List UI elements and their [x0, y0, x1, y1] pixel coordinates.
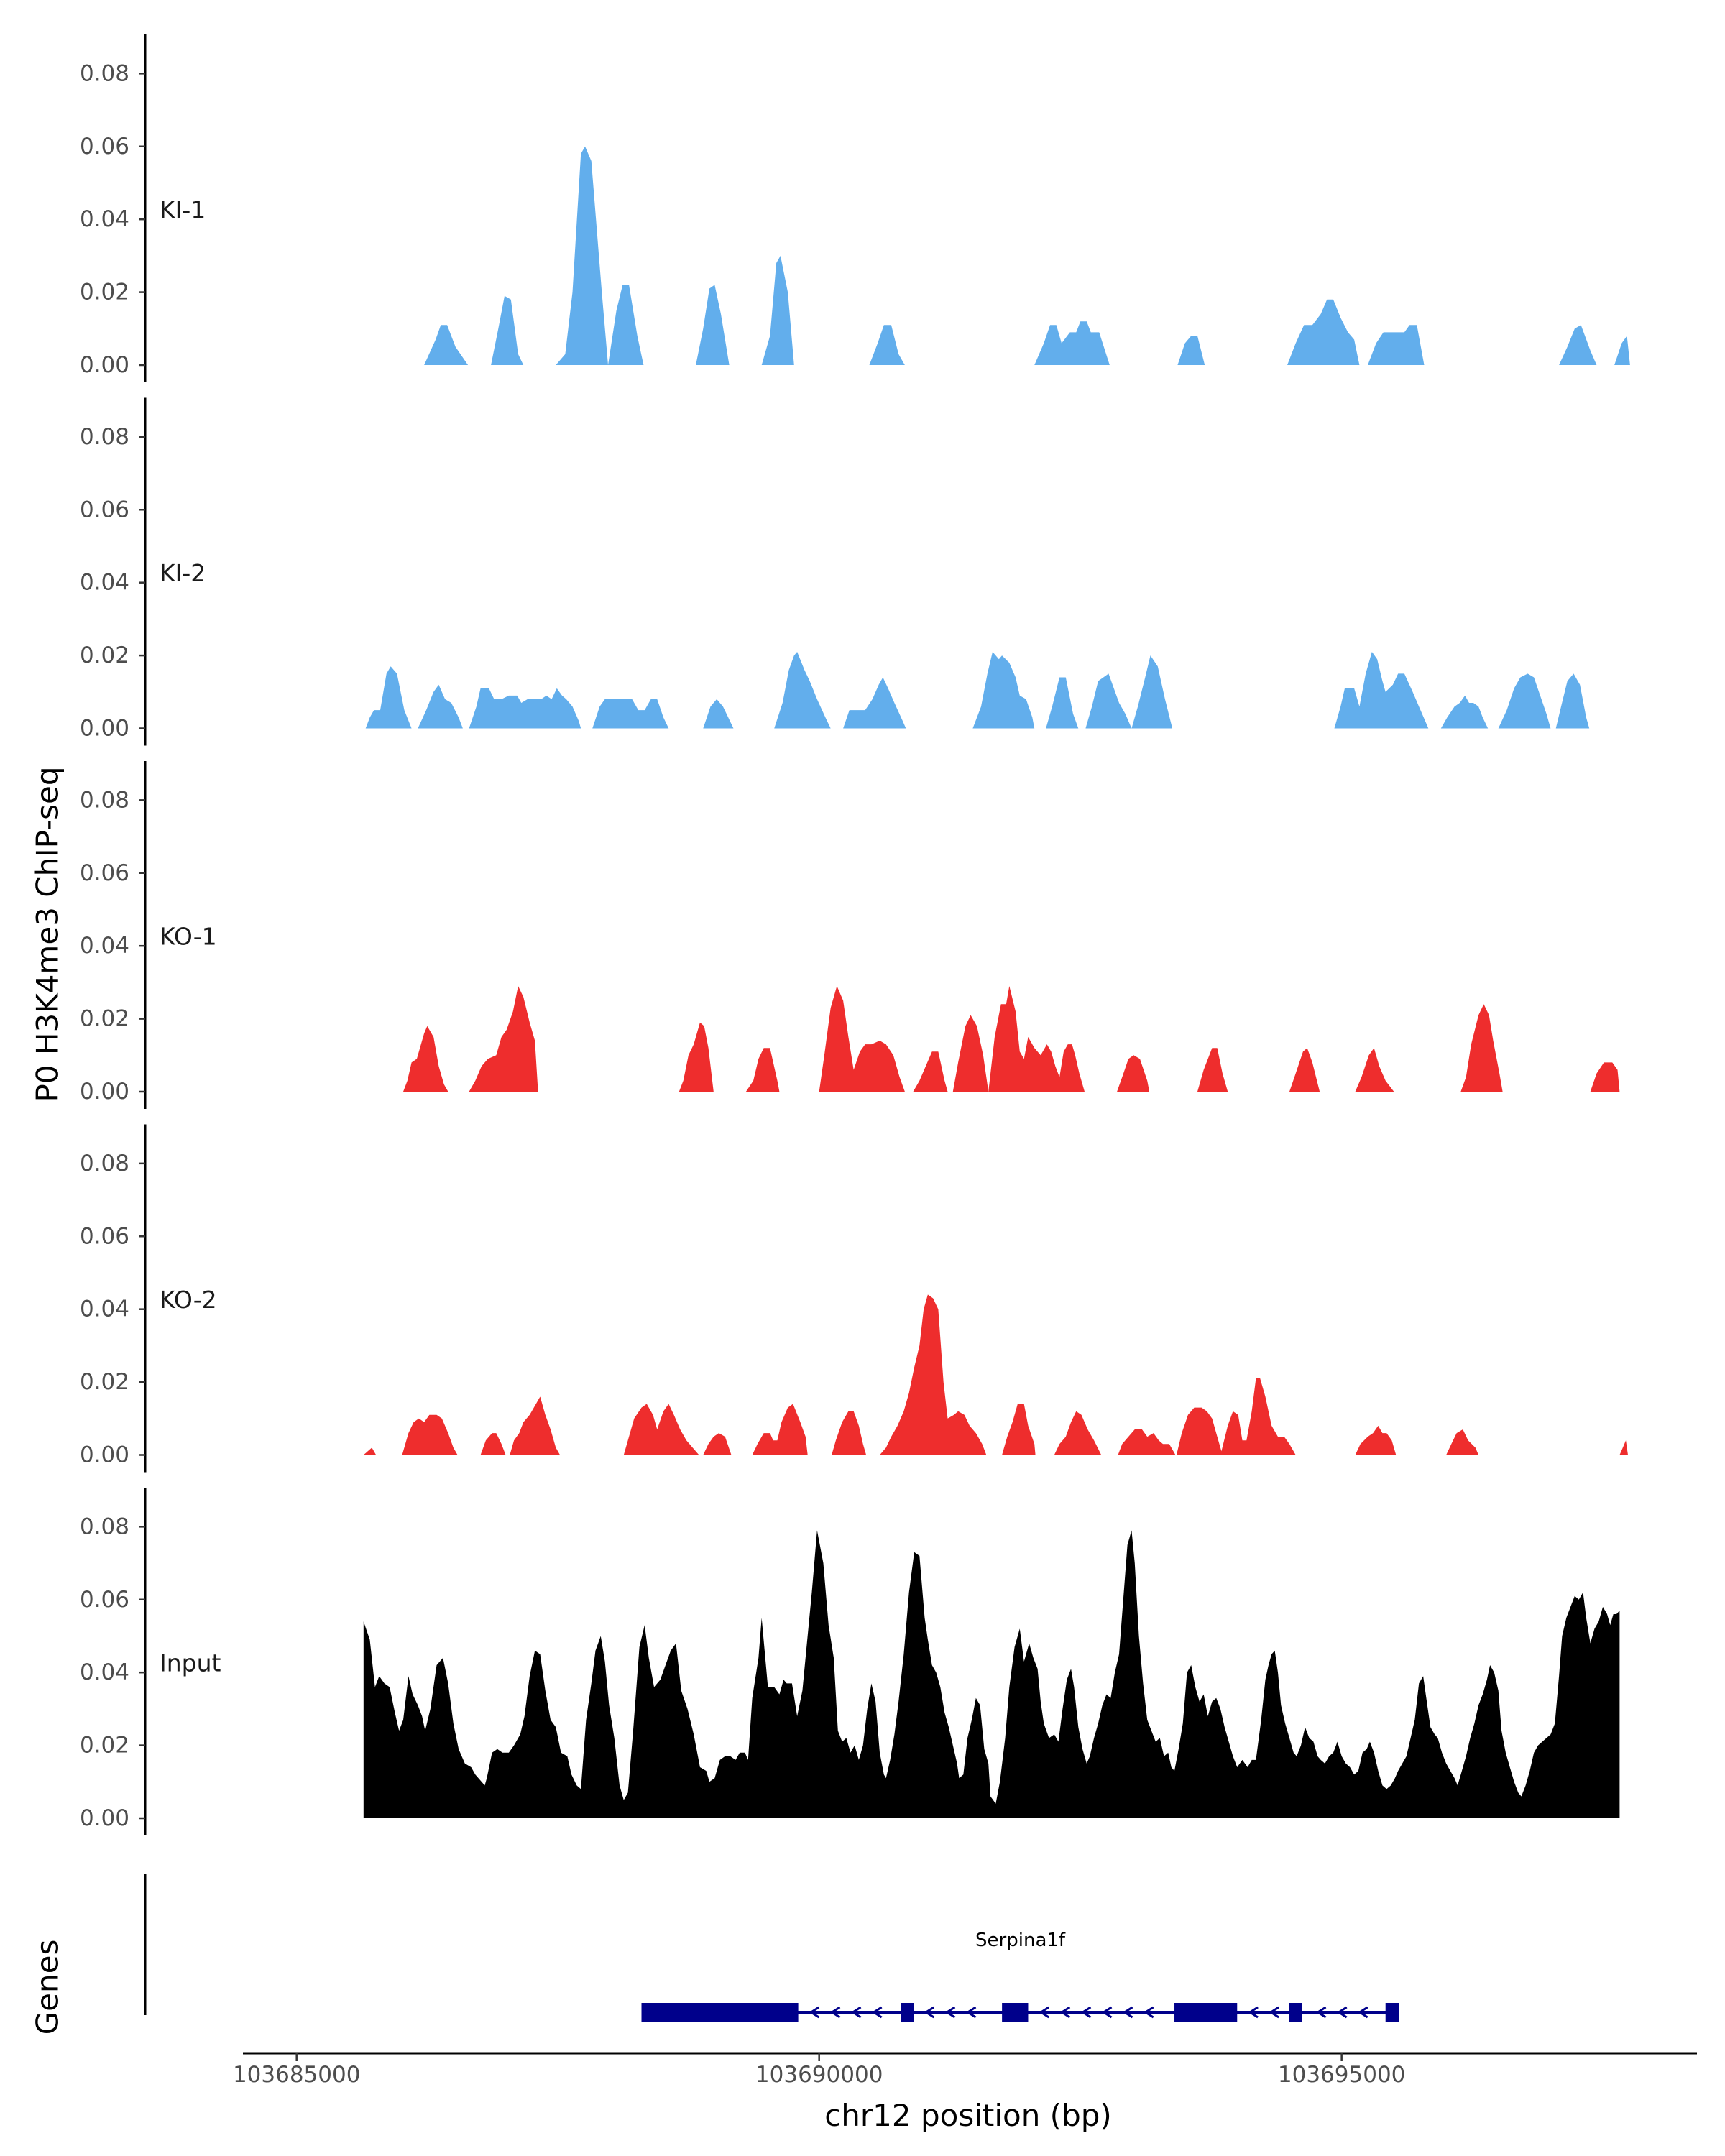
y-tick-label: 0.04	[80, 933, 129, 959]
y-tick-label: 0.06	[80, 1587, 129, 1613]
track-ki-2: 0.00 0.02 0.04 0.06 0.08 KI-2	[80, 397, 1590, 746]
gene-name-label: Serpina1f	[975, 1930, 1066, 1951]
y-tick-label: 0.00	[80, 1442, 129, 1468]
gene-exon	[901, 2003, 914, 2022]
genes-panel-label: Genes	[30, 1940, 65, 2035]
x-tick-label: 103685000	[233, 2062, 361, 2088]
y-tick-label: 0.00	[80, 1805, 129, 1831]
strand-arrow	[1080, 2006, 1092, 2019]
y-tick-label: 0.08	[80, 1151, 129, 1176]
y-tick-label: 0.02	[80, 1733, 129, 1759]
y-tick-label: 0.00	[80, 1079, 129, 1105]
gene-panel: Serpina1f	[144, 1874, 1399, 2022]
y-tick-label: 0.08	[80, 60, 129, 86]
y-tick-label: 0.04	[80, 206, 129, 232]
track-label: KI-2	[160, 559, 206, 587]
strand-arrow	[1122, 2006, 1133, 2019]
y-tick-label: 0.06	[80, 860, 129, 886]
strand-arrow	[1315, 2006, 1327, 2019]
signal-area-ko-2	[363, 1294, 1628, 1455]
strand-arrow	[871, 2006, 883, 2019]
y-tick-label: 0.04	[80, 1296, 129, 1322]
track-ko-1: 0.00 0.02 0.04 0.06 0.08 KO-1	[80, 761, 1620, 1109]
signal-area-ki-2	[365, 652, 1590, 729]
track-label: Input	[160, 1649, 221, 1677]
y-tick-label: 0.04	[80, 570, 129, 596]
y-tick-label: 0.08	[80, 787, 129, 813]
track-input: 0.00 0.02 0.04 0.06 0.08 Input	[80, 1488, 1620, 1835]
strand-arrow	[944, 2006, 956, 2019]
y-tick-label: 0.04	[80, 1659, 129, 1685]
y-tick-label: 0.06	[80, 497, 129, 522]
y-tick-label: 0.02	[80, 1006, 129, 1032]
strand-arrow	[829, 2006, 841, 2019]
strand-arrow	[965, 2006, 977, 2019]
x-tick-label: 103690000	[755, 2062, 883, 2088]
strand-arrow	[1059, 2006, 1071, 2019]
y-tick-label: 0.08	[80, 1514, 129, 1539]
y-tick-label: 0.00	[80, 352, 129, 378]
signal-area-ki-1	[424, 146, 1630, 366]
strand-arrow	[924, 2006, 935, 2019]
y-axis-title: P0 H3K4me3 ChIP-seq	[30, 766, 65, 1102]
y-tick-label: 0.00	[80, 716, 129, 742]
strand-arrow	[809, 2006, 820, 2019]
strand-arrow	[1039, 2006, 1050, 2019]
y-tick-label: 0.06	[80, 1223, 129, 1249]
y-tick-label: 0.02	[80, 1369, 129, 1395]
y-tick-label: 0.08	[80, 424, 129, 450]
signal-area-input	[363, 1530, 1620, 1818]
strand-arrow	[1248, 2006, 1259, 2019]
gene-exon	[1385, 2003, 1399, 2022]
y-tick-label: 0.02	[80, 642, 129, 668]
strand-arrow	[1269, 2006, 1279, 2019]
track-label: KI-1	[160, 196, 206, 224]
track-panels: 0.00 0.02 0.04 0.06 0.08 KI-1 0.00 0.02 0.04 0.06…	[80, 34, 1630, 1835]
track-label: KO-2	[160, 1286, 217, 1314]
signal-area-ko-1	[403, 986, 1620, 1092]
track-ko-2: 0.00 0.02 0.04 0.06 0.08 KO-2	[80, 1124, 1628, 1473]
strand-arrow	[1357, 2006, 1368, 2019]
track-label: KO-1	[160, 923, 217, 951]
strand-arrow	[850, 2006, 862, 2019]
strand-arrow	[1336, 2006, 1348, 2019]
x-axis-title: chr12 position (bp)	[824, 2098, 1112, 2133]
track-ki-1: 0.00 0.02 0.04 0.06 0.08 KI-1	[80, 34, 1630, 382]
gene-exon	[1174, 2003, 1238, 2022]
y-tick-label: 0.06	[80, 134, 129, 160]
strand-arrow	[1143, 2006, 1154, 2019]
x-tick-label: 103695000	[1278, 2062, 1406, 2088]
gene-exon	[641, 2003, 799, 2022]
strand-arrow	[1101, 2006, 1113, 2019]
y-tick-label: 0.02	[80, 280, 129, 305]
gene-exon	[1289, 2003, 1302, 2022]
gene-exon	[1002, 2003, 1029, 2022]
x-axis: 103685000 103690000 103695000	[233, 2052, 1697, 2088]
